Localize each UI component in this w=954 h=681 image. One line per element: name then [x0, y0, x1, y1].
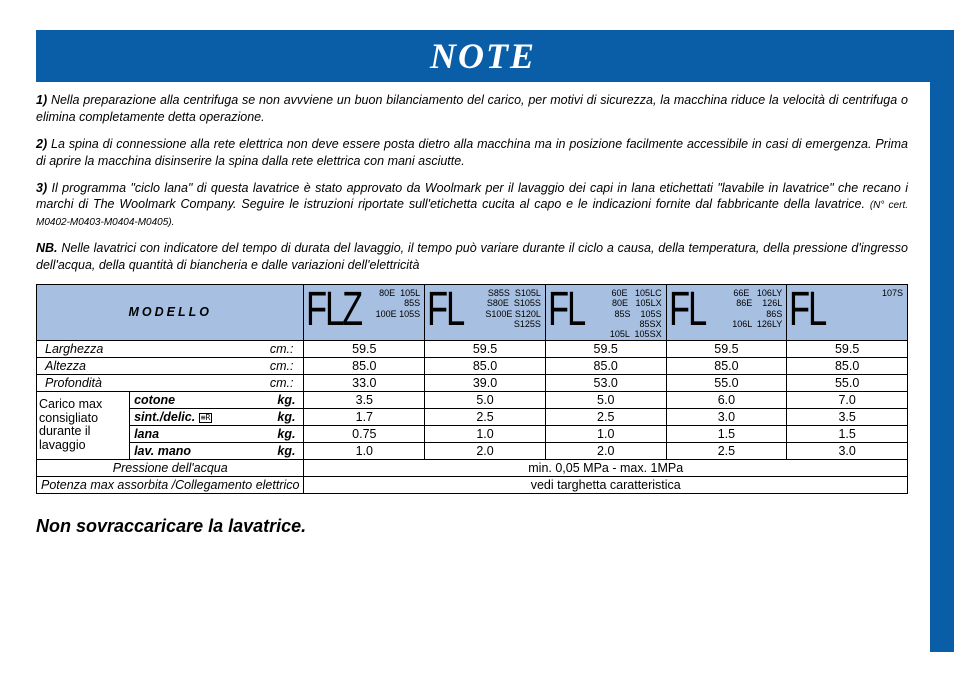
val: 0.75	[304, 425, 425, 442]
val: 53.0	[545, 374, 666, 391]
val: 7.0	[787, 391, 908, 408]
label-potenza: Potenza max assorbita /Collegamento elet…	[37, 476, 304, 493]
val: 59.5	[666, 340, 787, 357]
val: 55.0	[666, 374, 787, 391]
model-codes-3: 66E 106LY 86E 126L 86S 106L 126LY	[732, 288, 782, 329]
val: 59.5	[787, 340, 908, 357]
note-1-text: Nella preparazione alla centrifuga se no…	[36, 93, 908, 124]
val: 59.5	[304, 340, 425, 357]
row-altezza: Altezzacm.: 85.0 85.0 85.0 85.0 85.0	[37, 357, 908, 374]
note-1: 1) Nella preparazione alla centrifuga se…	[36, 92, 908, 126]
note-2-label: 2)	[36, 137, 47, 151]
row-sint-delic: sint./delic. ≡Rkg. 1.7 2.5 2.5 3.0 3.5	[37, 408, 908, 425]
val: 2.5	[425, 408, 546, 425]
content-area: 1) Nella preparazione alla centrifuga se…	[36, 92, 916, 537]
label-profondita: Profonditàcm.:	[37, 374, 304, 391]
row-larghezza: Larghezzacm.: 59.5 59.5 59.5 59.5 59.5	[37, 340, 908, 357]
page-title: NOTE	[36, 30, 930, 82]
val: 2.5	[545, 408, 666, 425]
val: 1.7	[304, 408, 425, 425]
blue-right-bar	[930, 30, 954, 652]
label-pressione: Pressione dell'acqua	[37, 459, 304, 476]
note-2: 2) La spina di connessione alla rete ele…	[36, 136, 908, 170]
val: 85.0	[666, 357, 787, 374]
note-nb: NB. Nelle lavatrici con indicatore del t…	[36, 240, 908, 274]
val: 3.0	[787, 442, 908, 459]
model-col-2: FL 60E 105LC 80E 105LX 85S 105S 85SX 105…	[545, 284, 666, 340]
val: 5.0	[545, 391, 666, 408]
note-3-label: 3)	[36, 181, 47, 195]
row-pressione: Pressione dell'acqua min. 0,05 MPa - max…	[37, 459, 908, 476]
val: 2.0	[545, 442, 666, 459]
title-bar: NOTE	[36, 30, 930, 82]
note-nb-label: NB.	[36, 241, 58, 255]
val: 1.0	[545, 425, 666, 442]
spec-table: MODELLO FLZ 80E 105L 85S 100E 105S FL S8…	[36, 284, 908, 494]
model-prefix-1: FL	[427, 291, 463, 329]
note-2-text: La spina di connessione alla rete elettr…	[36, 137, 908, 168]
val: 59.5	[545, 340, 666, 357]
modello-header: MODELLO	[37, 284, 304, 340]
label-lav-mano: lav. manokg.	[130, 442, 304, 459]
model-col-4: FL 107S	[787, 284, 908, 340]
model-col-0: FLZ 80E 105L 85S 100E 105S	[304, 284, 425, 340]
model-codes-1: S85S S105L S80E S105S S100E S120L S125S	[485, 288, 541, 329]
val: 1.5	[787, 425, 908, 442]
val: 59.5	[425, 340, 546, 357]
val-pressione: min. 0,05 MPa - max. 1MPa	[304, 459, 908, 476]
val: 1.0	[304, 442, 425, 459]
val: 39.0	[425, 374, 546, 391]
page-frame: NOTE 1) Nella preparazione alla centrifu…	[0, 0, 954, 681]
label-sint-delic: sint./delic. ≡Rkg.	[130, 408, 304, 425]
model-col-3: FL 66E 106LY 86E 126L 86S 106L 126LY	[666, 284, 787, 340]
label-cotone: cotonekg.	[130, 391, 304, 408]
note-nb-text: Nelle lavatrici con indicatore del tempo…	[36, 241, 908, 272]
val: 3.5	[304, 391, 425, 408]
model-prefix-4: FL	[789, 291, 825, 329]
val: 33.0	[304, 374, 425, 391]
model-codes-2: 60E 105LC 80E 105LX 85S 105S 85SX 105L 1…	[610, 288, 662, 340]
row-profondita: Profonditàcm.: 33.0 39.0 53.0 55.0 55.0	[37, 374, 908, 391]
val: 1.5	[666, 425, 787, 442]
note-1-label: 1)	[36, 93, 47, 107]
row-lana: lanakg. 0.75 1.0 1.0 1.5 1.5	[37, 425, 908, 442]
label-lana: lanakg.	[130, 425, 304, 442]
delicate-icon: ≡R	[199, 413, 213, 423]
label-altezza: Altezzacm.:	[37, 357, 304, 374]
val: 85.0	[304, 357, 425, 374]
note-3: 3) Il programma "ciclo lana" di questa l…	[36, 180, 908, 231]
row-potenza: Potenza max assorbita /Collegamento elet…	[37, 476, 908, 493]
val: 1.0	[425, 425, 546, 442]
model-prefix-0: FLZ	[306, 291, 361, 329]
val: 85.0	[425, 357, 546, 374]
val: 85.0	[787, 357, 908, 374]
model-prefix-2: FL	[548, 291, 584, 329]
label-larghezza: Larghezzacm.:	[37, 340, 304, 357]
model-codes-0: 80E 105L 85S 100E 105S	[376, 288, 421, 319]
val: 5.0	[425, 391, 546, 408]
model-codes-4: 107S	[882, 288, 903, 298]
val: 3.5	[787, 408, 908, 425]
val: 85.0	[545, 357, 666, 374]
val: 55.0	[787, 374, 908, 391]
note-3-text: Il programma "ciclo lana" di questa lava…	[36, 181, 908, 212]
val: 3.0	[666, 408, 787, 425]
header-row: MODELLO FLZ 80E 105L 85S 100E 105S FL S8…	[37, 284, 908, 340]
model-prefix-3: FL	[669, 291, 705, 329]
val-potenza: vedi targhetta caratteristica	[304, 476, 908, 493]
model-col-1: FL S85S S105L S80E S105S S100E S120L S12…	[425, 284, 546, 340]
val: 2.0	[425, 442, 546, 459]
val: 6.0	[666, 391, 787, 408]
carico-max-label: Carico max consigliato durante il lavagg…	[37, 391, 130, 459]
footer-warning: Non sovraccaricare la lavatrice.	[36, 516, 908, 537]
val: 2.5	[666, 442, 787, 459]
row-cotone: Carico max consigliato durante il lavagg…	[37, 391, 908, 408]
row-lav-mano: lav. manokg. 1.0 2.0 2.0 2.5 3.0	[37, 442, 908, 459]
